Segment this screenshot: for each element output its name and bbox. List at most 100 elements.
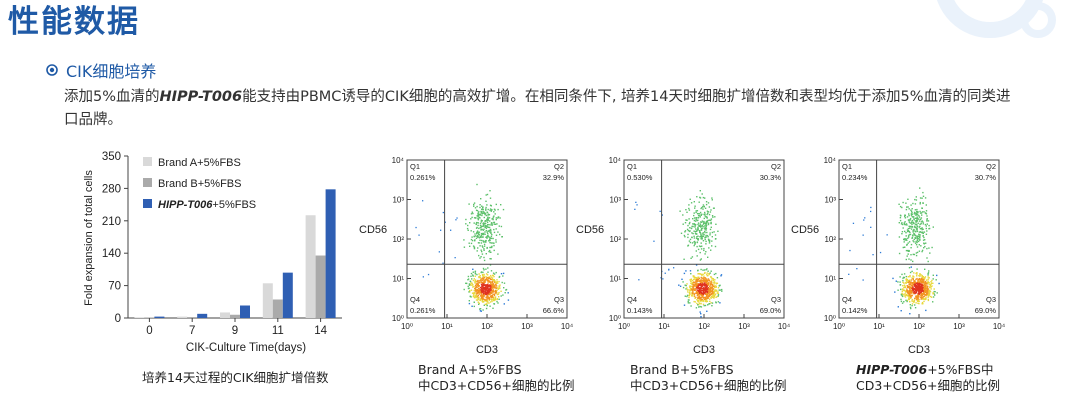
- dot: [907, 227, 910, 230]
- dot: [714, 279, 716, 281]
- dot: [682, 223, 684, 225]
- dot: [483, 294, 485, 296]
- dot: [710, 297, 712, 299]
- dot: [916, 219, 918, 222]
- dot: [472, 286, 474, 288]
- dot: [932, 278, 934, 280]
- dot: [905, 223, 908, 225]
- dot: [492, 298, 494, 300]
- dot: [709, 272, 711, 274]
- dot: [480, 219, 483, 221]
- dot: [702, 196, 705, 199]
- dot: [697, 238, 699, 240]
- dot: [480, 242, 483, 244]
- x-axis-label: CD3: [693, 344, 715, 356]
- dot: [473, 222, 475, 224]
- dot: [916, 246, 919, 248]
- dot: [910, 294, 913, 297]
- dot: [481, 278, 484, 280]
- y-tick-label: 10⁴: [824, 156, 837, 165]
- dot: [926, 291, 929, 293]
- dot: [482, 282, 484, 285]
- dot: [481, 296, 484, 298]
- dot: [714, 245, 717, 248]
- dot: [712, 207, 715, 209]
- dot: [485, 241, 487, 243]
- dot: [921, 227, 923, 229]
- dot: [485, 293, 488, 296]
- dot: [476, 226, 478, 229]
- dot: [485, 268, 487, 270]
- dot: [695, 284, 697, 286]
- dot: [692, 291, 694, 293]
- dot: [493, 223, 495, 225]
- dot: [907, 279, 909, 282]
- dot: [930, 288, 932, 290]
- dot: [922, 296, 924, 298]
- dot: [690, 288, 693, 291]
- y-tick-label: 10³: [392, 196, 404, 205]
- dot: [910, 266, 912, 268]
- dot: [472, 275, 474, 277]
- legend-label: Brand B+5%FBS: [158, 178, 241, 190]
- dot: [467, 229, 469, 231]
- dot: [901, 206, 903, 209]
- dot: [488, 229, 491, 232]
- dot: [710, 286, 712, 288]
- dot: [471, 282, 473, 284]
- dot: [921, 277, 923, 279]
- dot: [911, 287, 913, 290]
- dot: [699, 224, 701, 226]
- dot: [717, 294, 720, 296]
- dot: [488, 277, 490, 280]
- dot: [697, 229, 699, 231]
- dot: [906, 299, 909, 302]
- dot: [693, 287, 695, 290]
- dot: [710, 287, 712, 289]
- dot: [703, 275, 705, 277]
- dot: [925, 295, 927, 297]
- x-tick-label: 10²: [481, 322, 493, 331]
- dot: [918, 281, 920, 283]
- dot: [482, 267, 485, 270]
- dot: [904, 221, 906, 223]
- dot: [487, 295, 489, 297]
- dot: [475, 223, 477, 226]
- quadrant-percent: 0.530%: [627, 173, 653, 182]
- dot: [470, 284, 472, 286]
- dot: [932, 292, 934, 294]
- dot: [697, 273, 699, 275]
- dot: [490, 295, 492, 297]
- dot: [482, 309, 484, 311]
- dot: [911, 211, 913, 214]
- dot: [484, 278, 487, 281]
- dot: [492, 307, 494, 309]
- dot: [695, 285, 698, 287]
- dot: [713, 294, 715, 296]
- dot: [700, 235, 702, 237]
- dot: [922, 202, 924, 204]
- dot: [480, 256, 482, 258]
- dot: [701, 281, 704, 284]
- dot: [911, 223, 913, 226]
- dot: [483, 279, 485, 281]
- dot: [924, 245, 926, 248]
- dot: [921, 232, 923, 234]
- dot: [920, 245, 922, 247]
- dot: [914, 217, 917, 219]
- dot: [502, 272, 505, 275]
- dot: [488, 299, 491, 301]
- dot: [703, 249, 705, 252]
- dot: [494, 286, 496, 288]
- dot: [700, 221, 702, 223]
- dot: [708, 298, 711, 300]
- dot: [485, 229, 487, 232]
- dot: [710, 282, 712, 284]
- dot: [693, 278, 695, 281]
- dot: [479, 204, 481, 206]
- dot: [493, 293, 496, 295]
- dot: [913, 226, 916, 228]
- dot: [909, 218, 911, 221]
- dot: [913, 222, 915, 225]
- dot: [906, 289, 908, 292]
